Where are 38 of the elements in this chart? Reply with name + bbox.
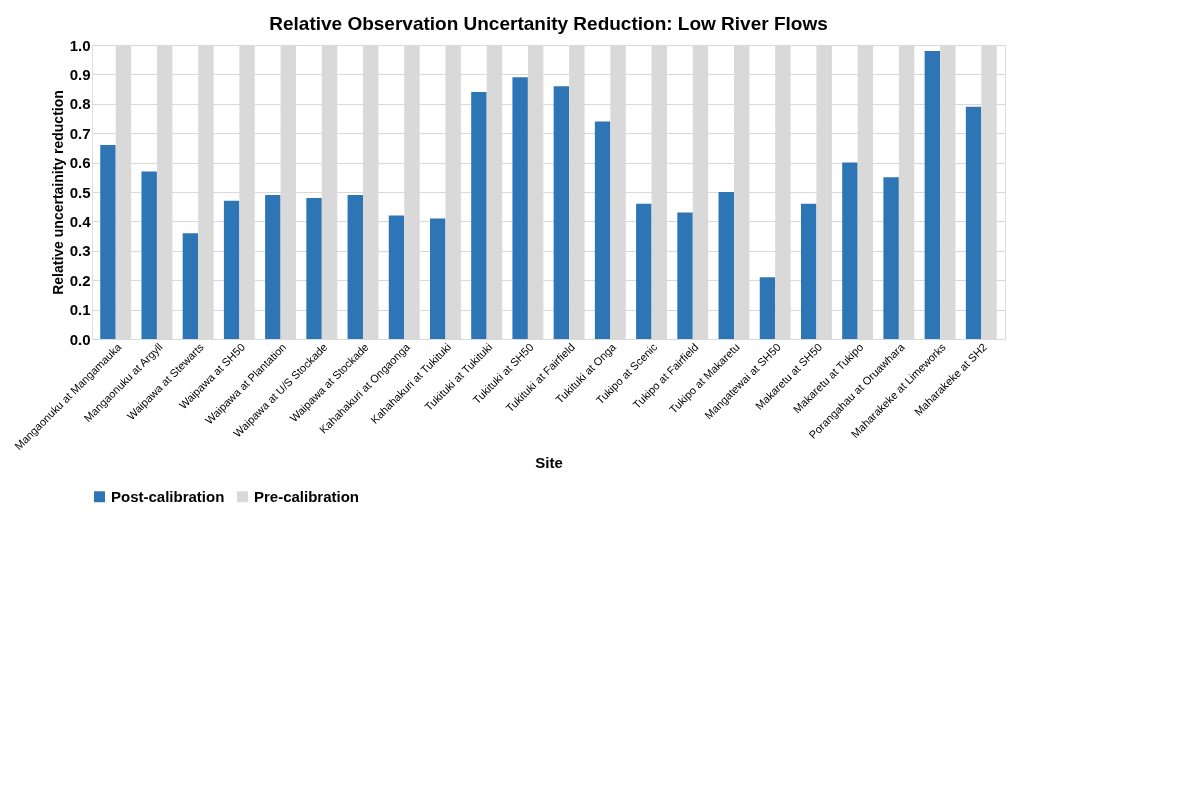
y-tick-label: 0.6 (69, 154, 91, 172)
chart-title: Relative Observation Uncertanity Reduction: Low River Flows (269, 13, 828, 34)
bar (388, 215, 405, 339)
y-tick-label: 0.1 (69, 301, 91, 319)
bar (182, 233, 199, 339)
bar (594, 121, 611, 339)
bar (883, 177, 899, 339)
bar (430, 218, 446, 339)
bar (306, 197, 322, 339)
bar (759, 277, 776, 339)
y-tick-label: 0.2 (69, 271, 91, 289)
y-axis-title: Relative uncertainity reduction (49, 90, 66, 295)
y-tick-label: 0.7 (69, 124, 91, 142)
bar (512, 77, 528, 339)
bar (553, 86, 570, 339)
bar (223, 200, 240, 339)
bar (347, 194, 364, 339)
bar (141, 171, 157, 339)
x-axis-title: Site (535, 454, 563, 472)
y-tick-label: 0.4 (69, 212, 92, 230)
y-tick-label: 0.0 (69, 330, 91, 348)
y-tick-label: 0.3 (69, 242, 91, 260)
bar (677, 212, 693, 339)
legend-label: Pre-calibration (254, 487, 360, 505)
bar (100, 144, 116, 339)
bar (924, 50, 941, 339)
bar (265, 194, 281, 339)
bar (718, 192, 734, 339)
bar (842, 162, 858, 339)
y-tick-label: 0.8 (69, 95, 91, 113)
y-tick-label: 0.5 (69, 183, 91, 201)
bar (636, 203, 652, 339)
bar (800, 203, 817, 339)
y-tick-label: 0.9 (69, 65, 91, 83)
legend-label: Post-calibration (111, 487, 225, 505)
bar (965, 106, 982, 339)
bar (471, 92, 487, 339)
y-tick-label: 1.0 (69, 36, 91, 54)
